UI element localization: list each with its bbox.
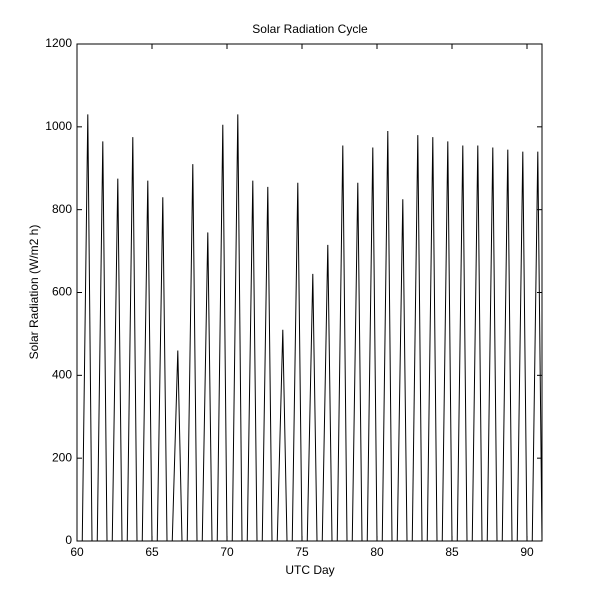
x-axis-label: UTC Day <box>285 563 334 577</box>
y-tick-label: 400 <box>52 368 72 382</box>
plot-area <box>76 43 543 542</box>
y-tick-label: 1000 <box>45 119 72 133</box>
y-tick-label: 1200 <box>45 36 72 50</box>
x-tick-label: 65 <box>145 545 159 559</box>
y-tick-label: 800 <box>52 202 72 216</box>
x-tick-label: 75 <box>295 545 309 559</box>
data-line <box>81 114 543 542</box>
x-tick-label: 85 <box>445 545 459 559</box>
x-tick-label: 70 <box>220 545 234 559</box>
y-tick-label: 0 <box>65 533 72 547</box>
x-tick-label: 90 <box>520 545 534 559</box>
chart-title: Solar Radiation Cycle <box>252 22 368 36</box>
y-tick-label: 200 <box>52 450 72 464</box>
x-tick-label: 60 <box>70 545 84 559</box>
y-axis-label: Solar Radiation (W/m2 h) <box>27 225 41 360</box>
x-tick-label: 80 <box>370 545 384 559</box>
y-tick-label: 600 <box>52 285 72 299</box>
